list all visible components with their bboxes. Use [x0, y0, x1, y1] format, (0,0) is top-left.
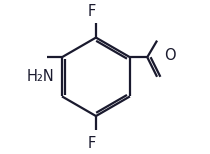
Text: O: O — [164, 48, 176, 63]
Text: F: F — [88, 4, 96, 19]
Text: F: F — [88, 136, 96, 151]
Text: H₂N: H₂N — [27, 69, 55, 84]
